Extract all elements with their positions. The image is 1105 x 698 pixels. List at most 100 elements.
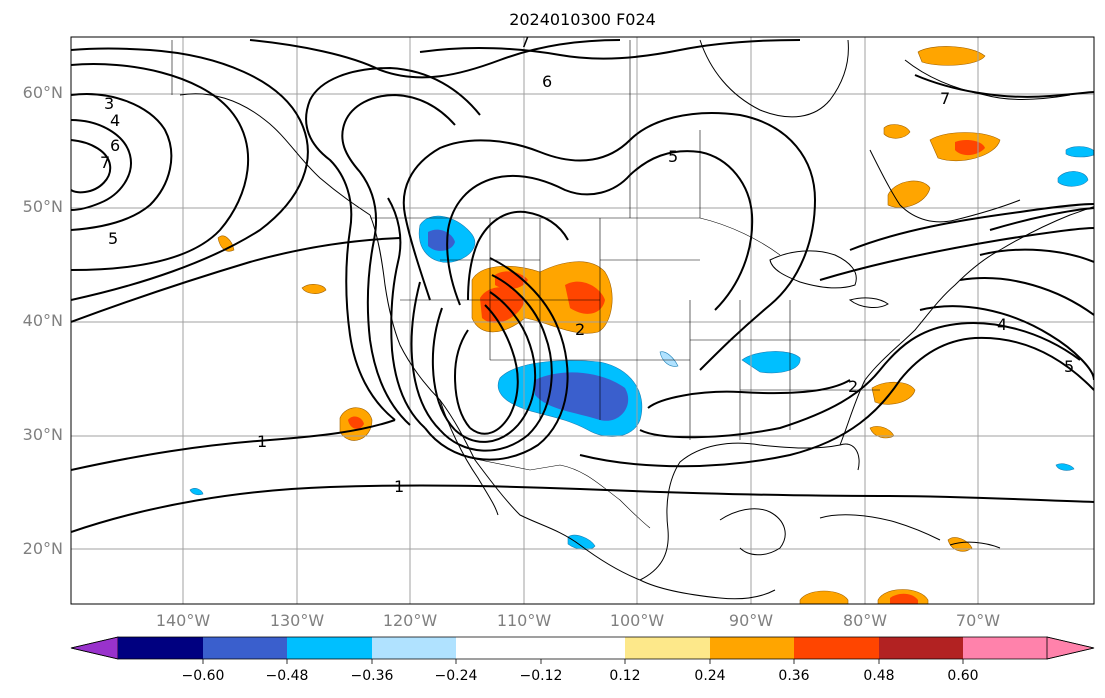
coastlines	[179, 39, 1094, 600]
contour-2-mid	[639, 322, 1081, 439]
contour-label: 7	[100, 153, 110, 172]
anomaly-mississippi-negative	[741, 351, 801, 374]
contour-label: 1	[257, 432, 267, 451]
contour-pacific-6	[71, 47, 309, 301]
contour-label: 2	[575, 320, 585, 339]
colorbar-segment	[541, 637, 625, 659]
coastline-great-lakes	[769, 250, 857, 289]
contour-ridge-close-1	[469, 304, 519, 435]
lon-label-140w: 140°W	[155, 611, 211, 630]
contour-1-mid	[71, 419, 396, 471]
anomaly-south-positive-1	[799, 590, 849, 604]
colorbar-segment	[794, 637, 879, 659]
contour-5-east	[959, 277, 1094, 316]
anomaly-south-positive-core	[890, 593, 918, 604]
contours	[71, 39, 1094, 533]
anomaly-pacific-sw-core	[348, 416, 364, 429]
political-borders	[171, 40, 900, 529]
contour-3-east	[579, 336, 1094, 468]
coastline-florida	[839, 379, 866, 446]
contour-hudson-7	[914, 74, 1094, 98]
anomaly-ontario-positive	[883, 124, 911, 139]
contour-4-east	[919, 305, 1094, 381]
coastline-lake-erie	[848, 297, 889, 308]
colorbar-label: 0.36	[778, 668, 810, 684]
lon-label-80w: 80°W	[842, 611, 888, 630]
colorbar-segment	[625, 637, 710, 659]
anomaly-pacific-small-1	[301, 284, 327, 294]
contour-ridge-close-4	[424, 257, 569, 461]
anomaly-rockies-core-east	[565, 281, 605, 314]
contour-pacific-1	[71, 93, 173, 231]
contour-6-big	[467, 210, 569, 301]
contour-7-east	[989, 207, 1094, 231]
contour-canada-east	[849, 203, 1094, 251]
colorbar-arrow-right	[1046, 636, 1095, 660]
anomaly-caribbean-positive	[947, 537, 973, 552]
colorbar-label: −0.48	[265, 668, 309, 684]
colorbar	[70, 636, 1095, 664]
colorbar-outline	[70, 636, 1095, 660]
contour-trough-3	[387, 197, 426, 429]
contour-ridge-close-2	[454, 291, 537, 443]
colorbar-label: 0.24	[694, 668, 726, 684]
coastline-hudson	[699, 39, 849, 118]
contour-trough-6	[453, 329, 471, 429]
contour-label: 3	[104, 94, 114, 113]
anomaly-hudson-positive	[917, 46, 986, 66]
colorbar-segment	[963, 637, 1047, 659]
graticule	[71, 37, 1094, 604]
map-panel: 1 1 2 3 4 4 5 5 5 6 6 7 7 7 2	[71, 32, 1094, 604]
map-frame	[70, 36, 1095, 605]
contour-5-big	[446, 150, 754, 311]
contour-1-south	[71, 484, 1094, 533]
colorbar-segment	[287, 637, 372, 659]
colorbar-segment	[879, 637, 963, 659]
contour-label: 1	[394, 477, 404, 496]
anomaly-atlantic-positive	[871, 381, 916, 405]
contour-trough-4	[410, 281, 441, 431]
map-title: 2024010300 F024	[509, 10, 656, 29]
anomaly-tx-small-negative	[659, 351, 679, 367]
colorbar-arrow-left	[70, 636, 119, 660]
contour-label: 4	[110, 111, 120, 130]
colorbar-label: −0.60	[181, 668, 225, 684]
anomaly-southwest-core	[535, 372, 629, 421]
anomaly-quebec-positive	[887, 180, 931, 208]
contour-north-1	[249, 39, 621, 79]
anomaly-mexico-coast-negative	[567, 534, 596, 550]
anomaly-canada-east-negative-2	[1065, 146, 1094, 158]
contour-label: 7	[520, 32, 530, 51]
anomaly-canada-east-negative-1	[1057, 171, 1089, 187]
lon-label-120w: 120°W	[382, 611, 438, 630]
lon-label-110w: 110°W	[496, 611, 552, 630]
lon-label-90w: 90°W	[728, 611, 774, 630]
colorbar-segment	[456, 637, 541, 659]
contour-6-east	[979, 248, 1094, 263]
coastline-west	[369, 214, 641, 581]
contour-2-inner	[647, 379, 851, 409]
colorbar-label: −0.36	[350, 668, 394, 684]
contour-label: 4	[997, 315, 1007, 334]
lat-label-60n: 60°N	[22, 83, 63, 102]
contour-pacific-3	[71, 139, 112, 194]
contour-pacific-5	[71, 237, 401, 323]
coastline-quebec	[869, 149, 1021, 223]
colorbar-label: −0.24	[434, 668, 478, 684]
contour-label: 6	[110, 136, 120, 155]
colorbar-label: −0.12	[519, 668, 563, 684]
contour-trough-2	[341, 93, 456, 426]
border-us-mexico	[469, 457, 651, 529]
contour-trough-5	[431, 307, 456, 431]
lat-label-20n: 20°N	[22, 539, 63, 558]
colorbar-label: 0.60	[947, 668, 979, 684]
contour-4-big	[402, 112, 817, 371]
contour-trough-1	[305, 66, 481, 421]
colorbar-ticks	[202, 659, 964, 664]
colorbar-label: 0.48	[863, 668, 895, 684]
lon-label-70w: 70°W	[955, 611, 1001, 630]
colorbar-segment	[203, 637, 287, 659]
coastline-east	[864, 206, 1094, 381]
coastline-labrador	[904, 59, 1071, 100]
